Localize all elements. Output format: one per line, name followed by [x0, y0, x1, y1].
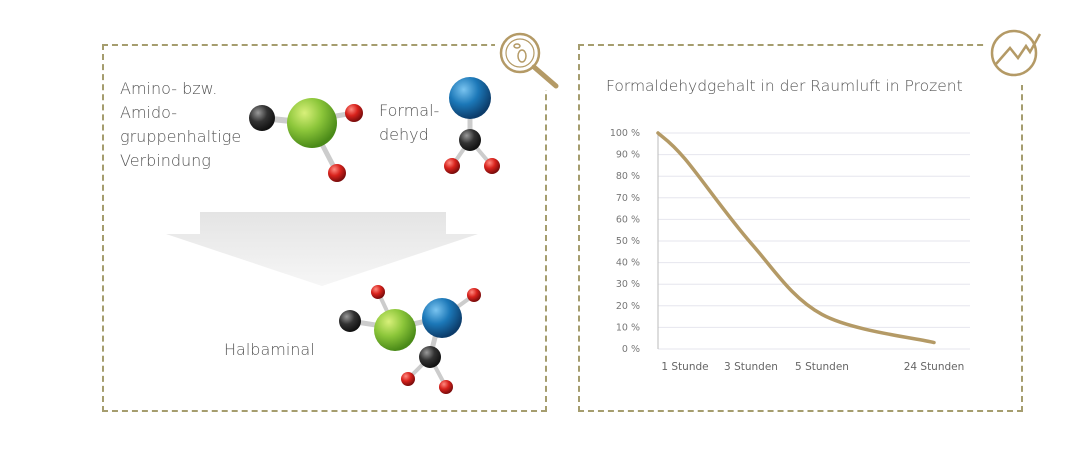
y-tick-label: 80 % [616, 171, 640, 182]
hemiaminal-molecule [339, 285, 481, 394]
x-tick-label: 1 Stunde [661, 361, 708, 373]
y-tick-label: 30 % [616, 279, 640, 290]
magnifier-bacteria-icon [495, 28, 565, 90]
x-tick-label: 24 Stunden [904, 361, 965, 373]
reactant1-line2: Amido- [120, 103, 177, 122]
amino-compound-molecule [249, 98, 363, 182]
reactant2-line1: Formal- [379, 101, 440, 120]
y-tick-label: 70 % [616, 193, 640, 204]
x-tick-label: 5 Stunden [795, 361, 849, 373]
reaction-panel [102, 44, 547, 412]
y-tick-label: 100 % [610, 128, 640, 139]
formaldehyde-molecule [444, 77, 500, 174]
product-label: Halbaminal [224, 340, 315, 359]
series-line [656, 131, 936, 345]
reactant1-line1: Amino- bzw. [120, 79, 218, 98]
y-tick-label: 50 % [616, 236, 640, 247]
x-tick-label: 3 Stunden [724, 361, 778, 373]
y-tick-label: 40 % [616, 258, 640, 269]
reactant2-line2: dehyd [379, 125, 429, 144]
chart-panel [578, 44, 1023, 412]
trend-chart-icon [985, 25, 1045, 85]
line-chart: 0 % 10 % 20 % 30 % 40 % 50 % 60 % 70 % 80 % 90 % 1… [610, 128, 970, 373]
y-tick-label: 60 % [616, 214, 640, 225]
y-tick-label: 20 % [616, 301, 640, 312]
chart-title: Formaldehydgehalt in der Raumluft in Pro… [606, 77, 963, 95]
y-tick-label: 90 % [616, 150, 640, 161]
y-tick-label: 10 % [616, 322, 640, 333]
reaction-arrow [166, 212, 478, 286]
y-tick-label: 0 % [622, 344, 640, 355]
reactant1-line4: Verbindung [120, 151, 211, 170]
reactant1-line3: gruppenhaltige [120, 127, 242, 146]
